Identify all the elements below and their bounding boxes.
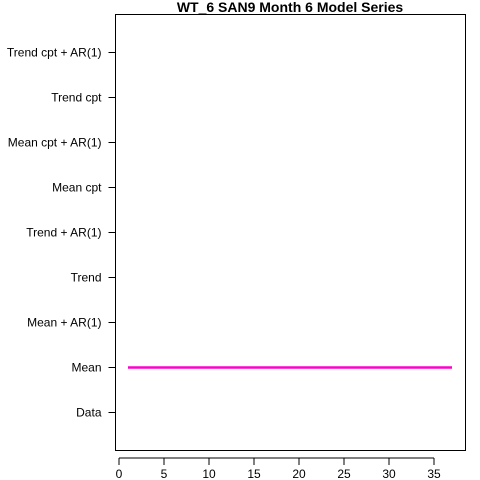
- y-tick-label: Trend cpt: [51, 91, 102, 105]
- y-tick-label: Trend: [71, 271, 102, 285]
- y-tick-label: Mean + AR(1): [27, 316, 101, 330]
- x-tick-label: 30: [382, 467, 396, 480]
- x-tick-label: 25: [337, 467, 351, 480]
- x-axis: 0 5 10 15 20 25 30 35: [116, 457, 441, 480]
- x-tick-label: 5: [161, 467, 168, 480]
- x-tick-label: 10: [202, 467, 216, 480]
- plot-area: [115, 14, 466, 451]
- x-tick-label: 0: [116, 467, 123, 480]
- y-tick-label: Mean: [71, 361, 101, 375]
- y-tick-label: Trend cpt + AR(1): [7, 46, 102, 60]
- y-tick-label: Trend + AR(1): [26, 226, 101, 240]
- y-tick-label: Data: [76, 406, 102, 420]
- x-tick-label: 20: [292, 467, 306, 480]
- chart-title: WT_6 SAN9 Month 6 Model Series: [177, 0, 404, 15]
- y-tick-label: Mean cpt + AR(1): [8, 136, 102, 150]
- x-tick-label: 35: [427, 467, 441, 480]
- x-tick-label: 15: [247, 467, 261, 480]
- y-axis: Data Mean Mean + AR(1) Trend Trend + AR(1) Me…: [7, 46, 116, 420]
- y-tick-label: Mean cpt: [52, 181, 102, 195]
